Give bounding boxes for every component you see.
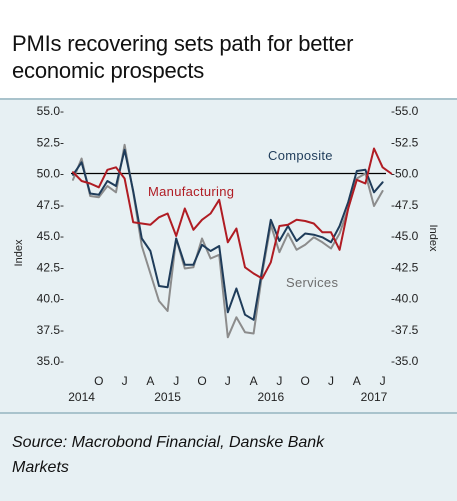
y-tick-label-left: 40.0-: [37, 292, 64, 306]
y-tick-label-right: -40.0: [391, 292, 419, 306]
manufacturing-series-label: Manufacturing: [148, 184, 234, 199]
x-tick-label-month: J: [276, 374, 282, 388]
services-series-line: [72, 143, 384, 339]
x-tick-label-month: A: [353, 374, 361, 388]
chart-panel: [0, 98, 457, 412]
x-tick-label-year: 2017: [361, 390, 388, 404]
source-note: Source: Macrobond Financial, Danske Bank…: [12, 430, 448, 480]
tick-layer: 55.0- -55.0 52.5- -52.5 50.0- -50.0 47.5- -47.5…: [37, 104, 419, 404]
y-tick-label-right: -37.5: [391, 323, 419, 337]
manufacturing-series-line: [72, 147, 393, 280]
title-area: PMIs recovering sets path for better eco…: [0, 0, 457, 98]
source-line2: Markets: [12, 459, 69, 476]
y-tick-label-left: 52.5-: [37, 135, 64, 149]
x-tick-label-year: 2014: [68, 390, 95, 404]
pmi-line-chart: 55.0- -55.0 52.5- -52.5 50.0- -50.0 47.5- -47.5…: [13, 104, 439, 404]
series-layer: [72, 143, 393, 339]
y-tick-label-left: 45.0-: [37, 229, 64, 243]
y-tick-label-right: -47.5: [391, 198, 419, 212]
x-tick-label-month: O: [197, 374, 206, 388]
y-tick-label-right: -35.0: [391, 354, 419, 368]
y-tick-label-left: 47.5-: [37, 198, 64, 212]
x-tick-label-month: O: [94, 374, 103, 388]
x-tick-label-month: J: [122, 374, 128, 388]
source-line1: Source: Macrobond Financial, Danske Bank: [12, 434, 325, 451]
x-tick-label-year: 2016: [257, 390, 284, 404]
chart-title-line1: PMIs recovering sets path for better: [12, 31, 354, 56]
y-tick-label-left: 50.0-: [37, 167, 64, 181]
x-tick-label-month: J: [328, 374, 334, 388]
y-tick-label-right: -42.5: [391, 260, 419, 274]
y-tick-label-right: -50.0: [391, 167, 419, 181]
y-tick-label-right: -52.5: [391, 135, 419, 149]
source-area: Source: Macrobond Financial, Danske Bank…: [0, 412, 457, 501]
x-tick-label-month: J: [225, 374, 231, 388]
y-tick-label-left: 42.5-: [37, 260, 64, 274]
y-tick-label-right: -55.0: [391, 104, 419, 118]
y-tick-label-left: 55.0-: [37, 104, 64, 118]
x-tick-label-month: A: [250, 374, 258, 388]
x-tick-label-year: 2015: [154, 390, 181, 404]
y-axis-title-right: Index: [427, 225, 439, 252]
x-tick-label-month: O: [301, 374, 310, 388]
y-tick-label-left: 35.0-: [37, 354, 64, 368]
x-tick-label-month: J: [380, 374, 386, 388]
services-series-label: Services: [286, 275, 338, 290]
chart-title: PMIs recovering sets path for better eco…: [12, 30, 452, 84]
x-tick-label-month: A: [146, 374, 154, 388]
composite-series-label: Composite: [268, 148, 333, 163]
x-tick-label-month: J: [173, 374, 179, 388]
y-axis-title-left: Index: [13, 239, 25, 266]
y-tick-label-left: 37.5-: [37, 323, 64, 337]
composite-series-line: [72, 148, 384, 321]
y-tick-label-right: -45.0: [391, 229, 419, 243]
label-layer: Index Index Composite Manufacturing Serv…: [13, 148, 439, 290]
chart-title-line2: economic prospects: [12, 58, 205, 83]
